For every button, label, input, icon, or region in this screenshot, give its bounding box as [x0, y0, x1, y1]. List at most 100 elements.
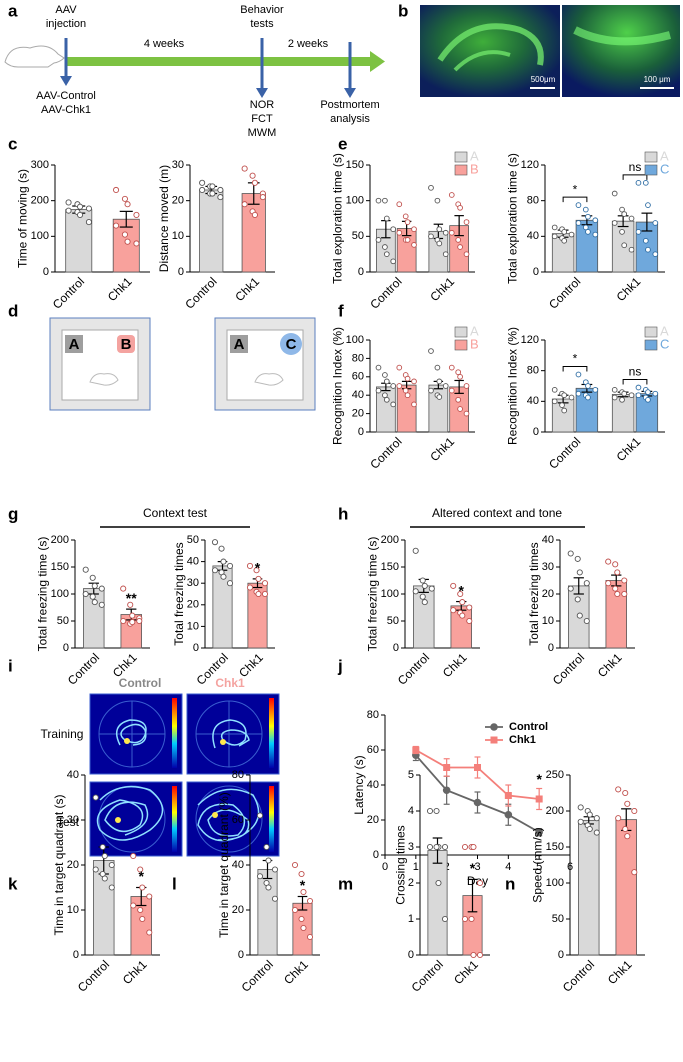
data-point	[461, 843, 469, 851]
data-point	[448, 192, 455, 198]
x-tick-label: Control	[546, 274, 583, 311]
data-point	[113, 222, 120, 229]
y-tick-label: 60	[352, 371, 364, 383]
y-axis-label: Recognition Index (%)	[331, 327, 345, 445]
section-header: Context test	[143, 506, 208, 520]
timeline-text: 2 weeks	[288, 38, 329, 50]
x-tick-label: Chk1	[440, 650, 470, 680]
legend-swatch	[644, 326, 658, 338]
panel-label: k	[8, 874, 18, 893]
timeline-text: FCT	[251, 113, 273, 125]
data-point	[575, 390, 582, 397]
data-point	[77, 211, 84, 218]
data-point	[433, 807, 440, 815]
data-point	[261, 580, 269, 587]
data-point	[124, 201, 131, 208]
legend-label: C	[660, 161, 669, 176]
scale-bar-label: 500μm	[531, 75, 556, 84]
significance: *	[300, 877, 306, 893]
y-axis-label: Total freezing time (s)	[366, 537, 380, 652]
data-point	[218, 545, 225, 552]
data-point	[459, 612, 466, 619]
data-point	[621, 211, 628, 217]
data-point	[383, 251, 390, 258]
y-tick-label: 0	[533, 266, 539, 278]
data-point	[226, 580, 234, 587]
data-point	[251, 179, 258, 186]
data-point	[635, 384, 642, 391]
data-point	[133, 240, 140, 247]
y-tick-label: 50	[552, 913, 564, 925]
marker	[535, 828, 543, 837]
timeline-text: Behavior	[240, 4, 284, 16]
data-point	[404, 219, 411, 225]
data-point	[217, 186, 224, 194]
panel-label: b	[398, 1, 408, 20]
data-point	[436, 240, 443, 247]
data-point	[383, 396, 390, 403]
data-point	[306, 897, 314, 905]
significance-bracket	[622, 379, 648, 385]
y-tick-label: 120	[521, 334, 539, 346]
y-tick-label: 20	[67, 859, 79, 871]
data-point	[428, 233, 434, 240]
data-point	[271, 866, 279, 873]
data-point	[396, 229, 403, 236]
data-point	[586, 825, 593, 833]
significance: *	[470, 860, 476, 876]
y-tick-label: 0	[408, 949, 414, 961]
data-point	[77, 203, 84, 210]
y-tick-label: 60	[232, 814, 244, 826]
data-point	[628, 215, 635, 222]
significance-bracket	[622, 174, 648, 180]
timeline-text: AAV	[55, 4, 77, 16]
y-tick-label: 100	[31, 230, 49, 242]
data-point	[383, 215, 390, 222]
column-label: Chk1	[215, 676, 245, 690]
data-point	[390, 226, 397, 233]
y-tick-label: 0	[393, 642, 399, 654]
data-point	[551, 386, 558, 393]
data-point	[450, 582, 457, 589]
x-tick-label: Chk1	[427, 434, 457, 464]
data-point	[463, 251, 470, 258]
data-point	[574, 596, 581, 603]
data-point	[619, 396, 625, 403]
data-point	[614, 590, 621, 598]
data-point	[635, 179, 642, 186]
data-point	[251, 211, 258, 218]
data-point	[136, 617, 143, 625]
y-axis-label: Recognition Index (%)	[506, 327, 520, 445]
y-tick-label: 0	[548, 642, 554, 654]
timeline-text: injection	[46, 18, 86, 30]
timeline-arrowhead	[370, 51, 385, 72]
row-label: Test	[57, 815, 80, 829]
data-point	[99, 843, 106, 851]
maze-tracks: Control Chk1 Training Test	[41, 676, 280, 857]
data-point	[412, 588, 419, 595]
data-point	[428, 585, 435, 592]
y-tick-label: 10	[172, 230, 184, 242]
data-point	[108, 861, 115, 869]
y-tick-label: 0	[193, 642, 199, 654]
x-tick-label: Chk1	[236, 650, 266, 680]
timeline-text: NOR	[250, 99, 275, 111]
data-point	[113, 186, 120, 194]
marker	[535, 795, 543, 803]
panel-label: m	[338, 874, 353, 893]
data-point	[390, 401, 397, 408]
significance: *	[459, 582, 465, 598]
data-point	[85, 219, 92, 226]
y-tick-label: 0	[178, 266, 184, 278]
data-point	[412, 547, 419, 554]
data-point	[65, 207, 72, 214]
y-tick-label: 40	[527, 395, 539, 407]
data-point	[577, 804, 584, 811]
y-tick-label: 100	[546, 877, 564, 889]
data-point	[466, 604, 473, 611]
significance-bracket	[562, 366, 588, 372]
significance: *	[255, 560, 261, 576]
data-point	[624, 800, 631, 807]
